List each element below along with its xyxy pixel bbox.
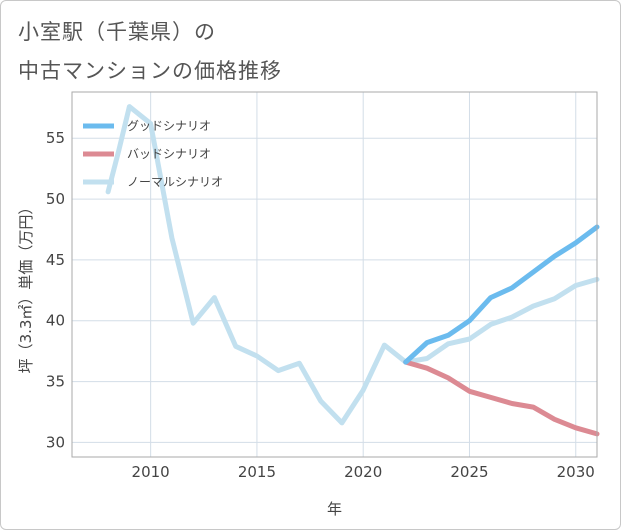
y-tick-label: 30 (46, 433, 65, 451)
y-tick-label: 45 (46, 251, 65, 269)
chart-title-line1: 小室駅（千葉県）の (18, 20, 216, 44)
legend-label: ノーマルシナリオ (127, 175, 223, 189)
y-axis-title: 坪（3.3㎡）単価（万円） (17, 200, 35, 374)
series-line-0 (403, 224, 600, 365)
x-tick-labels: 2010 2015 2020 2025 2030 (132, 463, 595, 481)
legend-label: グッドシナリオ (127, 119, 211, 133)
series-line-2 (105, 104, 600, 426)
y-tick-label: 35 (46, 373, 65, 391)
y-tick-label: 50 (46, 190, 65, 208)
plot-area-border (71, 91, 598, 458)
x-tick-label: 2020 (344, 463, 382, 481)
y-tick-label: 40 (46, 312, 65, 330)
x-tick-label: 2010 (132, 463, 170, 481)
x-axis-title: 年 (327, 500, 342, 518)
x-tick-label: 2015 (238, 463, 276, 481)
legend-label: バッドシナリオ (127, 147, 211, 161)
y-tick-label: 55 (46, 129, 65, 147)
grid (72, 92, 597, 457)
x-tick-label: 2025 (450, 463, 488, 481)
chart-title-line2: 中古マンションの価格推移 (18, 59, 282, 83)
series-layer (105, 104, 600, 437)
y-tick-labels: 30 35 40 45 50 55 (46, 129, 65, 451)
x-tick-label: 2030 (557, 463, 595, 481)
series-line-1 (403, 359, 600, 437)
